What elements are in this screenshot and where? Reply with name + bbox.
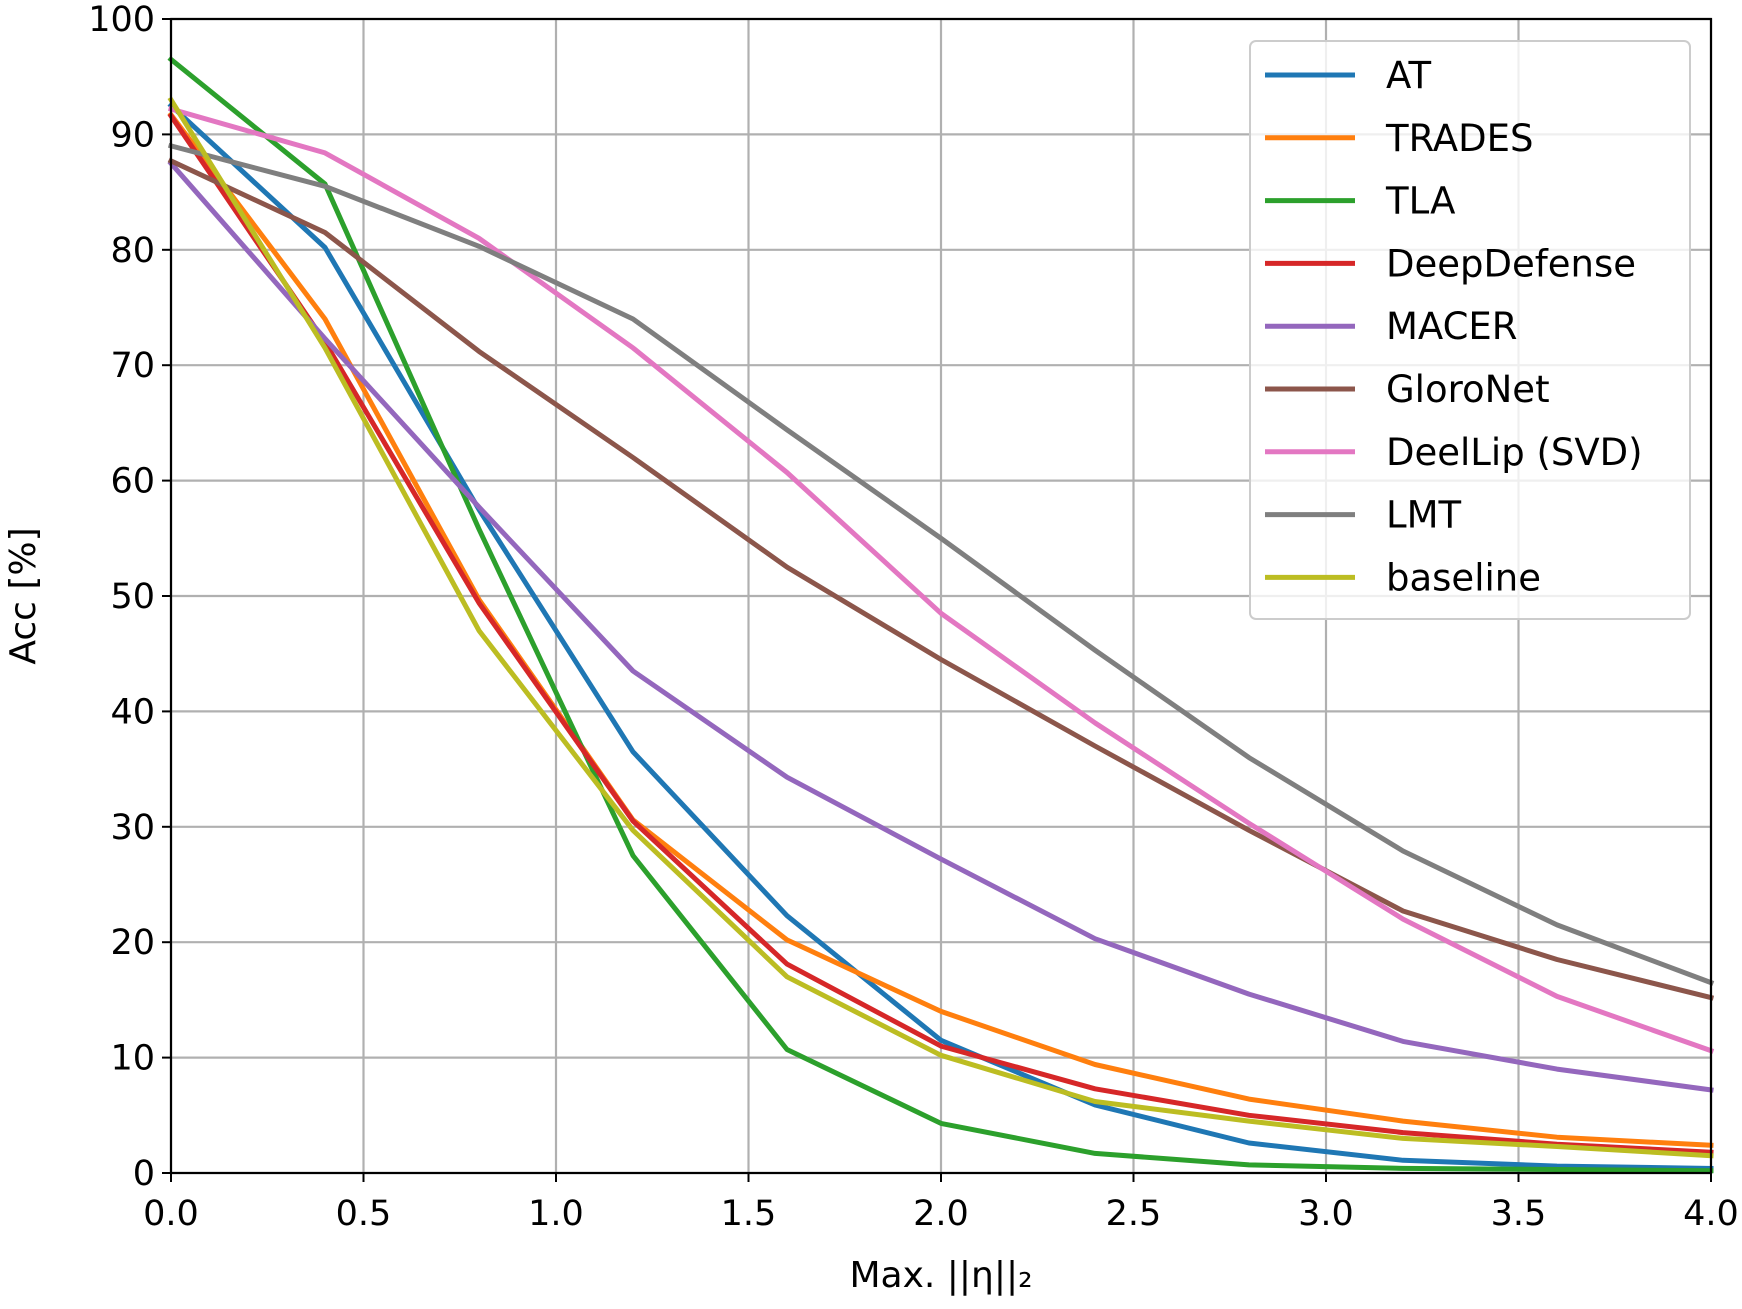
- y-tick-label: 70: [110, 346, 155, 386]
- x-tick-label: 3.5: [1491, 1194, 1547, 1234]
- x-tick-label: 1.0: [528, 1194, 584, 1234]
- x-tick-label: 2.5: [1106, 1194, 1162, 1234]
- axis-ticks: 0.0 0.5 1.0 1.5 2.0 2.5 3.0 3.5 4.0 0 10 20 30 40 50 60…: [88, 0, 1739, 1234]
- y-axis-label: Acc [%]: [3, 527, 44, 664]
- y-tick-label: 30: [110, 808, 155, 848]
- x-tick-label: 1.5: [721, 1194, 777, 1234]
- y-tick-label: 10: [110, 1039, 155, 1079]
- y-tick-label: 50: [110, 577, 155, 617]
- series-line-macer: [167, 159, 1714, 1093]
- legend-label-tla: TLA: [1385, 180, 1455, 223]
- y-tick-label: 60: [110, 462, 155, 502]
- y-tick-label: 90: [110, 115, 155, 155]
- legend: AT TRADES TLA DeepDefense MACER GloroNet DeelL…: [1249, 40, 1691, 620]
- y-tick-label: 0: [133, 1154, 155, 1194]
- legend-label-deepdefense: DeepDefense: [1386, 242, 1636, 285]
- legend-label-trades: TRADES: [1385, 117, 1533, 160]
- y-tick-label: 100: [88, 0, 155, 40]
- legend-label-baseline: baseline: [1386, 556, 1541, 599]
- series-line-lmt: [167, 142, 1715, 986]
- legend-label-macer: MACER: [1386, 305, 1518, 348]
- series-line-gloronet: [167, 157, 1715, 1001]
- x-tick-label: 3.0: [1298, 1194, 1354, 1234]
- legend-label-deellip-svd: DeelLip (SVD): [1386, 431, 1643, 474]
- y-tick-label: 80: [110, 231, 155, 271]
- x-tick-label: 2.0: [913, 1194, 969, 1234]
- y-tick-label: 20: [110, 923, 155, 963]
- series-line-deepdefense: [167, 112, 1714, 1155]
- series-line-trades: [167, 111, 1714, 1148]
- plot-lines: [167, 55, 1715, 1174]
- series-line-tla: [167, 55, 1714, 1174]
- series-line-deellip-svd: [167, 105, 1715, 1054]
- legend-label-gloronet: GloroNet: [1386, 368, 1550, 411]
- legend-box: [1249, 40, 1691, 620]
- legend-label-lmt: LMT: [1386, 494, 1462, 537]
- legend-label-at: AT: [1386, 54, 1431, 97]
- x-axis-label: Max. ||η||₂: [849, 1255, 1032, 1296]
- series-line-at: [167, 101, 1714, 1171]
- x-tick-label: 0.5: [336, 1194, 392, 1234]
- x-tick-label: 0.0: [143, 1194, 199, 1234]
- series-line-baseline: [167, 96, 1714, 1159]
- x-tick-label: 4.0: [1683, 1194, 1739, 1234]
- y-tick-label: 40: [110, 692, 155, 732]
